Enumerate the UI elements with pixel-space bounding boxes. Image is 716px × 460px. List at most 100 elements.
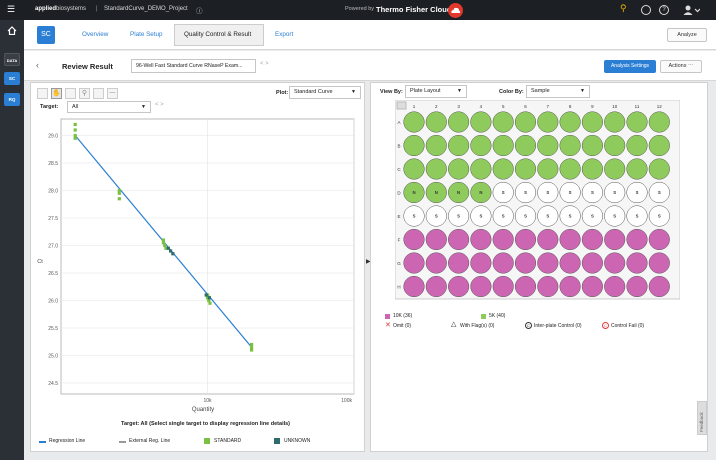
plate-well[interactable] [470, 252, 492, 274]
plate-well[interactable] [425, 228, 447, 251]
rail-item-sc[interactable]: SC [4, 72, 20, 85]
plate-well[interactable] [648, 252, 670, 274]
standard-point[interactable] [73, 136, 77, 140]
plate-well[interactable] [492, 228, 514, 251]
plate-row-header[interactable]: G [397, 261, 401, 266]
standard-point[interactable] [117, 188, 121, 193]
plate-well[interactable] [492, 111, 514, 133]
standard-point[interactable] [163, 243, 167, 248]
standard-point[interactable] [164, 246, 168, 250]
plate-well[interactable] [537, 158, 559, 180]
plate-row-header[interactable]: B [397, 144, 400, 149]
plate-well[interactable] [604, 252, 626, 274]
plate-column-header[interactable]: 3 [457, 104, 460, 109]
plate-row-header[interactable]: C [397, 167, 401, 172]
plate-column-header[interactable]: 10 [612, 104, 618, 109]
rail-item-rq[interactable]: RQ [4, 93, 20, 106]
plot-select[interactable]: Standard Curve ▼ [289, 86, 361, 99]
unknown-point[interactable] [204, 293, 208, 297]
plate-well[interactable] [537, 181, 559, 204]
zoom-region-icon[interactable] [65, 88, 76, 99]
splitter-arrow-icon[interactable]: ▶ [366, 259, 371, 265]
zoom-icon[interactable]: ⚲ [79, 88, 90, 99]
plate-well[interactable] [537, 252, 559, 274]
plate-row-header[interactable]: F [398, 238, 401, 243]
standard-point[interactable] [117, 197, 121, 201]
plate-well[interactable] [403, 134, 425, 157]
project-name[interactable]: StandardCurve_DEMO_Project [104, 6, 188, 12]
menu-icon[interactable]: ☰ [7, 4, 16, 14]
plate-well[interactable] [626, 111, 648, 133]
plate-well[interactable] [559, 181, 581, 204]
plate-row-header[interactable]: A [397, 120, 400, 125]
plate-well[interactable] [470, 134, 492, 157]
plate-well[interactable] [514, 181, 537, 204]
plate-well[interactable] [581, 205, 603, 227]
plate-column-header[interactable]: 2 [435, 104, 438, 109]
plate-well[interactable] [604, 275, 626, 298]
plate-well[interactable] [403, 111, 425, 133]
rail-item-data[interactable]: DATA [4, 53, 20, 66]
plate-well[interactable] [448, 181, 470, 204]
plate-column-header[interactable]: 8 [569, 104, 572, 109]
plate-well[interactable] [403, 205, 425, 227]
back-chevron-icon[interactable]: ‹ [36, 60, 39, 70]
plate-well[interactable] [626, 228, 648, 251]
plate-column-header[interactable]: 4 [480, 104, 483, 109]
unknown-point[interactable] [169, 249, 173, 253]
analysis-settings-button[interactable]: Analysis Settings [604, 60, 656, 73]
plate-row-header[interactable]: H [397, 285, 400, 290]
plate-well[interactable] [581, 252, 603, 274]
plate-well[interactable] [492, 158, 514, 180]
plate-well[interactable] [425, 252, 447, 274]
lightbulb-icon[interactable]: ⚲ [620, 3, 627, 13]
unknown-point[interactable] [171, 252, 175, 256]
plate-well[interactable] [514, 111, 537, 133]
plate-column-header[interactable]: 6 [524, 104, 527, 109]
plate-well[interactable] [648, 205, 670, 227]
tab-export[interactable]: Export [275, 31, 294, 38]
plate-column-header[interactable]: 9 [591, 104, 594, 109]
plate-row-header[interactable]: D [397, 191, 401, 196]
plate-well[interactable] [448, 228, 470, 251]
standard-point[interactable] [73, 128, 77, 132]
project-info-icon[interactable]: ⓘ [196, 8, 203, 15]
plate-well[interactable] [581, 181, 603, 204]
plate-well[interactable] [537, 275, 559, 298]
plate-column-header[interactable]: 7 [547, 104, 550, 109]
home-icon[interactable] [7, 26, 17, 37]
plate-well[interactable] [470, 205, 492, 227]
plate-well[interactable] [626, 205, 648, 227]
experiment-prev-next-icon[interactable]: < > [260, 61, 269, 67]
plate-well[interactable] [581, 111, 603, 133]
plate-well[interactable] [514, 275, 537, 298]
tab-plate-setup[interactable]: Plate Setup [130, 31, 163, 38]
color-by-select[interactable]: Sample ▼ [526, 85, 590, 98]
plate-well[interactable] [470, 275, 492, 298]
user-icon[interactable] [682, 4, 701, 18]
plate-well[interactable] [448, 158, 470, 180]
plate-well[interactable] [648, 158, 670, 180]
plate-well[interactable] [626, 252, 648, 274]
plate-well[interactable] [559, 275, 581, 298]
plate-column-header[interactable]: 12 [657, 104, 663, 109]
plate-well[interactable] [581, 275, 603, 298]
plate-well[interactable] [425, 275, 447, 298]
panel-splitter[interactable]: ▶ [366, 82, 371, 452]
plate-well[interactable] [448, 111, 470, 133]
plate-well[interactable] [648, 181, 670, 204]
plate-well[interactable] [626, 134, 648, 157]
target-select[interactable]: All ▼ [67, 101, 151, 113]
standard-point[interactable] [208, 301, 212, 305]
plate-well[interactable] [559, 252, 581, 274]
plate-well[interactable] [537, 111, 559, 133]
plate-well[interactable] [648, 134, 670, 157]
plate-well[interactable] [492, 205, 514, 227]
plate-well[interactable] [626, 181, 648, 204]
unknown-point[interactable] [166, 246, 170, 250]
standard-point[interactable] [117, 191, 121, 195]
plate-well[interactable] [492, 134, 514, 157]
plate-well[interactable] [470, 158, 492, 180]
plate-well[interactable] [514, 252, 537, 274]
plate-well[interactable] [604, 111, 626, 133]
